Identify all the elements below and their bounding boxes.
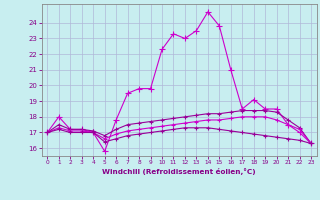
X-axis label: Windchill (Refroidissement éolien,°C): Windchill (Refroidissement éolien,°C) [102, 168, 256, 175]
